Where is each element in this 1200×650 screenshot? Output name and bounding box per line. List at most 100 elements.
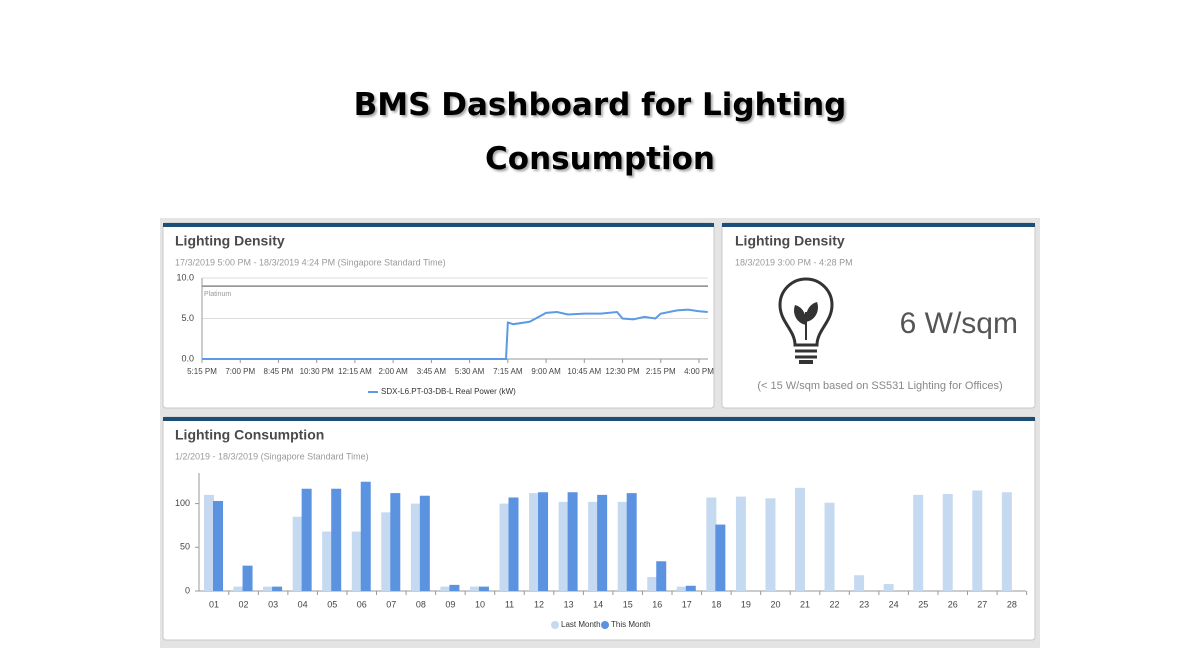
x-tick-label: 20 — [770, 599, 780, 609]
x-tick-label: 3:45 AM — [417, 367, 447, 376]
panel-subtitle: 1/2/2019 - 18/3/2019 (Singapore Standard… — [175, 451, 369, 461]
bar — [390, 493, 401, 591]
x-tick-label: 4:00 PM — [684, 367, 714, 376]
bar — [322, 531, 333, 591]
x-tick-label: 21 — [800, 599, 810, 609]
bar — [233, 586, 244, 591]
x-tick-label: 09 — [445, 599, 455, 609]
x-tick-label: 10:45 AM — [567, 367, 601, 376]
x-tick-label: 08 — [416, 599, 426, 609]
bar — [449, 584, 460, 591]
bar — [272, 586, 283, 591]
x-tick-label: 5:15 PM — [187, 367, 217, 376]
x-tick-label: 02 — [239, 599, 249, 609]
x-tick-label: 22 — [830, 599, 840, 609]
data-line — [202, 308, 708, 360]
x-tick-label: 12 — [534, 599, 544, 609]
bar — [213, 500, 223, 591]
x-tick-label: 25 — [918, 599, 928, 609]
x-tick-label: 8:45 PM — [264, 367, 294, 376]
x-tick-label: 2:00 AM — [378, 367, 408, 376]
widget-note: (< 15 W/sqm based on SS531 Lighting for … — [757, 380, 1002, 392]
y-tick-label: 0.0 — [181, 353, 194, 363]
bar — [499, 503, 510, 591]
legend-swatch — [601, 621, 609, 629]
bar — [242, 565, 253, 591]
bar — [913, 494, 924, 591]
bar — [1001, 492, 1012, 591]
bar — [204, 494, 214, 591]
x-tick-label: 10 — [475, 599, 485, 609]
bar — [558, 501, 569, 591]
bar — [972, 490, 983, 591]
bar — [676, 586, 687, 591]
x-tick-label: 7:00 PM — [225, 367, 255, 376]
bar — [647, 577, 658, 591]
y-tick-label: 10.0 — [176, 272, 194, 282]
x-tick-label: 16 — [652, 599, 662, 609]
x-tick-label: 15 — [623, 599, 633, 609]
x-tick-label: 28 — [1007, 599, 1017, 609]
bar — [597, 494, 608, 591]
x-tick-label: 01 — [209, 599, 219, 609]
x-tick-label: 18 — [711, 599, 721, 609]
bar — [351, 531, 362, 591]
bar — [538, 492, 549, 591]
bar — [360, 481, 371, 591]
x-tick-label: 12:15 AM — [338, 367, 372, 376]
bar — [715, 524, 726, 591]
bar — [381, 512, 392, 591]
bar — [567, 492, 578, 591]
legend-swatch — [551, 621, 559, 629]
panel-title: Lighting Density — [735, 233, 845, 249]
y-tick-label: 5.0 — [181, 313, 194, 323]
x-tick-label: 12:30 PM — [605, 367, 640, 376]
x-tick-label: 23 — [859, 599, 869, 609]
legend-label: This Month — [611, 620, 651, 629]
bar — [263, 586, 274, 591]
x-tick-label: 05 — [327, 599, 337, 609]
bar — [626, 493, 637, 591]
bar — [419, 495, 430, 591]
x-tick-label: 07 — [386, 599, 396, 609]
y-tick-label: 0 — [185, 585, 190, 595]
bar — [469, 586, 480, 591]
bar — [656, 561, 667, 591]
x-tick-label: 7:15 AM — [493, 367, 523, 376]
bar — [588, 501, 599, 591]
x-tick-label: 24 — [889, 599, 899, 609]
x-tick-label: 06 — [357, 599, 367, 609]
bar — [440, 586, 451, 591]
x-tick-label: 19 — [741, 599, 751, 609]
bar — [883, 584, 894, 591]
x-tick-label: 17 — [682, 599, 692, 609]
panel-title: Lighting Consumption — [175, 427, 324, 443]
bar — [292, 516, 303, 591]
panel-title: Lighting Density — [175, 233, 285, 249]
y-tick-label: 100 — [175, 498, 190, 508]
bar — [824, 502, 835, 591]
bar — [508, 497, 519, 591]
panel-subtitle: 18/3/2019 3:00 PM - 4:28 PM — [735, 257, 853, 267]
panel-subtitle: 17/3/2019 5:00 PM - 18/3/2019 4:24 PM (S… — [175, 257, 446, 267]
x-tick-label: 14 — [593, 599, 603, 609]
bar — [478, 586, 489, 591]
x-tick-label: 13 — [564, 599, 574, 609]
x-tick-label: 04 — [298, 599, 308, 609]
bar — [331, 488, 342, 591]
page-title: BMS Dashboard for Lighting Consumption — [353, 87, 847, 177]
legend-label: Last Month — [561, 620, 601, 629]
bar — [735, 496, 746, 591]
bar — [410, 503, 421, 591]
bar — [301, 488, 312, 591]
bar — [529, 493, 540, 591]
legend-label: SDX-L6.PT-03-DB-L Real Power (kW) — [381, 387, 516, 396]
x-tick-label: 26 — [948, 599, 958, 609]
x-tick-label: 27 — [977, 599, 987, 609]
bar — [685, 585, 696, 591]
bar — [765, 498, 776, 591]
bar — [854, 575, 865, 591]
x-tick-label: 10:30 PM — [300, 367, 335, 376]
